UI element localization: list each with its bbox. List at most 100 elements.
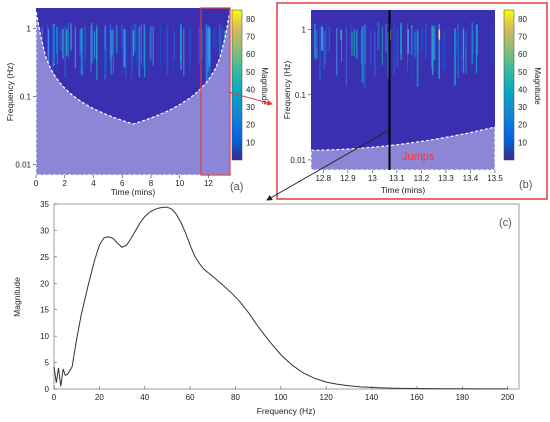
panel-c-xtick-label: 80 (231, 393, 240, 402)
panel-a-streak (104, 25, 106, 50)
panel-b-streak (351, 32, 353, 56)
panel-a-xtick-label: 10 (175, 179, 184, 188)
panel-a-xtick-label: 6 (120, 179, 125, 188)
panel-c-xtick-label: 120 (320, 393, 334, 402)
panel-a-streak (53, 25, 55, 64)
panel-a-streak (205, 24, 208, 85)
panel-a-streak (116, 25, 118, 53)
panel-a-streak (143, 27, 146, 77)
panel-a: 0 2 4 6 8 10 12 1 0.1 0.01 Time (mins) Frequency… (5, 7, 269, 197)
panel-b-xtick-label: 12.8 (315, 174, 331, 183)
panel-c: 0 20 40 60 80 100 120 140 160 180 200 0 5 10 15 20 25 30… (12, 200, 520, 416)
panel-a-streak (189, 28, 191, 70)
panel-b-bright-spot (438, 29, 441, 40)
panel-a-streak (183, 28, 185, 77)
panel-b-xtick-label: 13.5 (487, 174, 503, 183)
panel-b-colorbar-tick-label: 50 (518, 68, 527, 77)
panel-a-highlight-box (200, 7, 231, 176)
panel-a-streak (218, 23, 220, 67)
panel-b-streak (319, 23, 321, 55)
panel-b-streak (432, 28, 434, 76)
panel-c-ytick-label: 5 (45, 359, 50, 368)
panel-a-streak (132, 30, 135, 57)
panel-b-colorbar-tick-label: 40 (518, 85, 527, 94)
panel-b-bright-spot (340, 29, 342, 40)
zoom-arrow (227, 91, 273, 106)
panel-a-x-axis: 0 2 4 6 8 10 12 (34, 175, 213, 188)
panel-b-streak (471, 22, 474, 64)
panel-c-plot-area (53, 203, 520, 390)
panel-b-ytick-label: 1 (302, 26, 307, 35)
panel-a-colorbar-label: Magnitude (260, 67, 269, 105)
panel-a-streak (52, 23, 54, 74)
panel-a-xtick-label: 12 (204, 179, 213, 188)
panel-b-xtick-label: 13 (368, 174, 377, 183)
panel-a-streak (61, 28, 64, 59)
panel-b-streak (374, 31, 376, 77)
panel-a-streak (188, 26, 191, 56)
panel-b-streak (457, 22, 459, 79)
panel-a-streak (173, 23, 175, 72)
panel-a-streak (112, 29, 114, 75)
panel-a-streak (152, 26, 154, 66)
panel-b-streak (460, 30, 463, 71)
panel-b-streak (394, 31, 395, 60)
panel-a-xtick-label: 8 (149, 179, 154, 188)
panel-b-xtick-label: 13.3 (438, 174, 454, 183)
panel-a-y-axis: 1 0.1 0.01 (15, 24, 36, 169)
panel-a-streak (215, 26, 217, 52)
panel-a-streak (56, 26, 57, 55)
panel-a-streak (221, 25, 223, 64)
panel-a-ytick-label: 0.01 (15, 160, 31, 169)
panel-b-streak (400, 24, 402, 55)
panel-b-streak (438, 24, 440, 79)
panel-a-streak (125, 30, 127, 78)
panel-a-streak (80, 28, 83, 52)
panel-a-streak (122, 31, 124, 74)
panel-c-xtick-label: 20 (95, 393, 104, 402)
panel-a-streak (166, 25, 169, 75)
panel-b-streak (396, 28, 398, 68)
panel-c-tag: (c) (499, 217, 512, 229)
panel-c-xtick-label: 140 (365, 393, 379, 402)
panel-a-colorbar-tick-label: 10 (246, 138, 255, 147)
panel-a-streak (80, 29, 82, 75)
panel-a-streak (180, 27, 182, 61)
panel-b-streak (454, 28, 456, 86)
panel-a-xtick-label: 0 (34, 179, 39, 188)
panel-b-tag: (b) (519, 179, 532, 191)
panel-b-streak (415, 25, 417, 71)
panel-a-colorbar-tick-label: 40 (246, 85, 255, 94)
panel-b-colorbar-tick-label: 30 (518, 103, 527, 112)
panel-a-streak (90, 25, 92, 72)
panel-b-streak (475, 24, 478, 74)
panel-b-streak (491, 26, 494, 66)
panel-b-streak (345, 25, 347, 87)
panel-a-streak (57, 26, 59, 65)
panel-b-streak (341, 32, 343, 62)
panel-b-streak (433, 30, 435, 62)
panel-b-xtick-label: 13.2 (414, 174, 430, 183)
panel-b-jumps-annotation: Jumps (402, 151, 435, 163)
panel-b-streak (360, 29, 363, 64)
panel-a-streak (65, 28, 68, 56)
panel-a-streak (47, 29, 50, 64)
panel-b-streak (321, 26, 323, 51)
panel-c-ytick-label: 30 (40, 226, 49, 235)
panel-b-streak (411, 25, 413, 56)
panel-a-streak (70, 23, 73, 51)
panel-a-cone-of-influence (36, 10, 230, 175)
panel-a-colorbar-ticks: 10 20 30 40 50 60 70 80 (246, 15, 255, 148)
panel-a-streak (79, 29, 81, 57)
panel-c-xtick-label: 40 (140, 393, 149, 402)
panel-b-streak (422, 29, 424, 50)
panel-a-streak (104, 25, 107, 76)
panel-b-streak (463, 29, 465, 74)
panel-b-streak (356, 31, 358, 57)
panel-a-streak (123, 29, 126, 68)
panel-a-streak (67, 23, 69, 58)
panel-b-x-axis: 12.8 12.9 13 13.1 13.2 13.3 13.4 13.5 (315, 170, 503, 183)
panel-a-streak (207, 26, 210, 62)
panel-b-y-axis: 1 0.1 0.01 (290, 26, 311, 165)
